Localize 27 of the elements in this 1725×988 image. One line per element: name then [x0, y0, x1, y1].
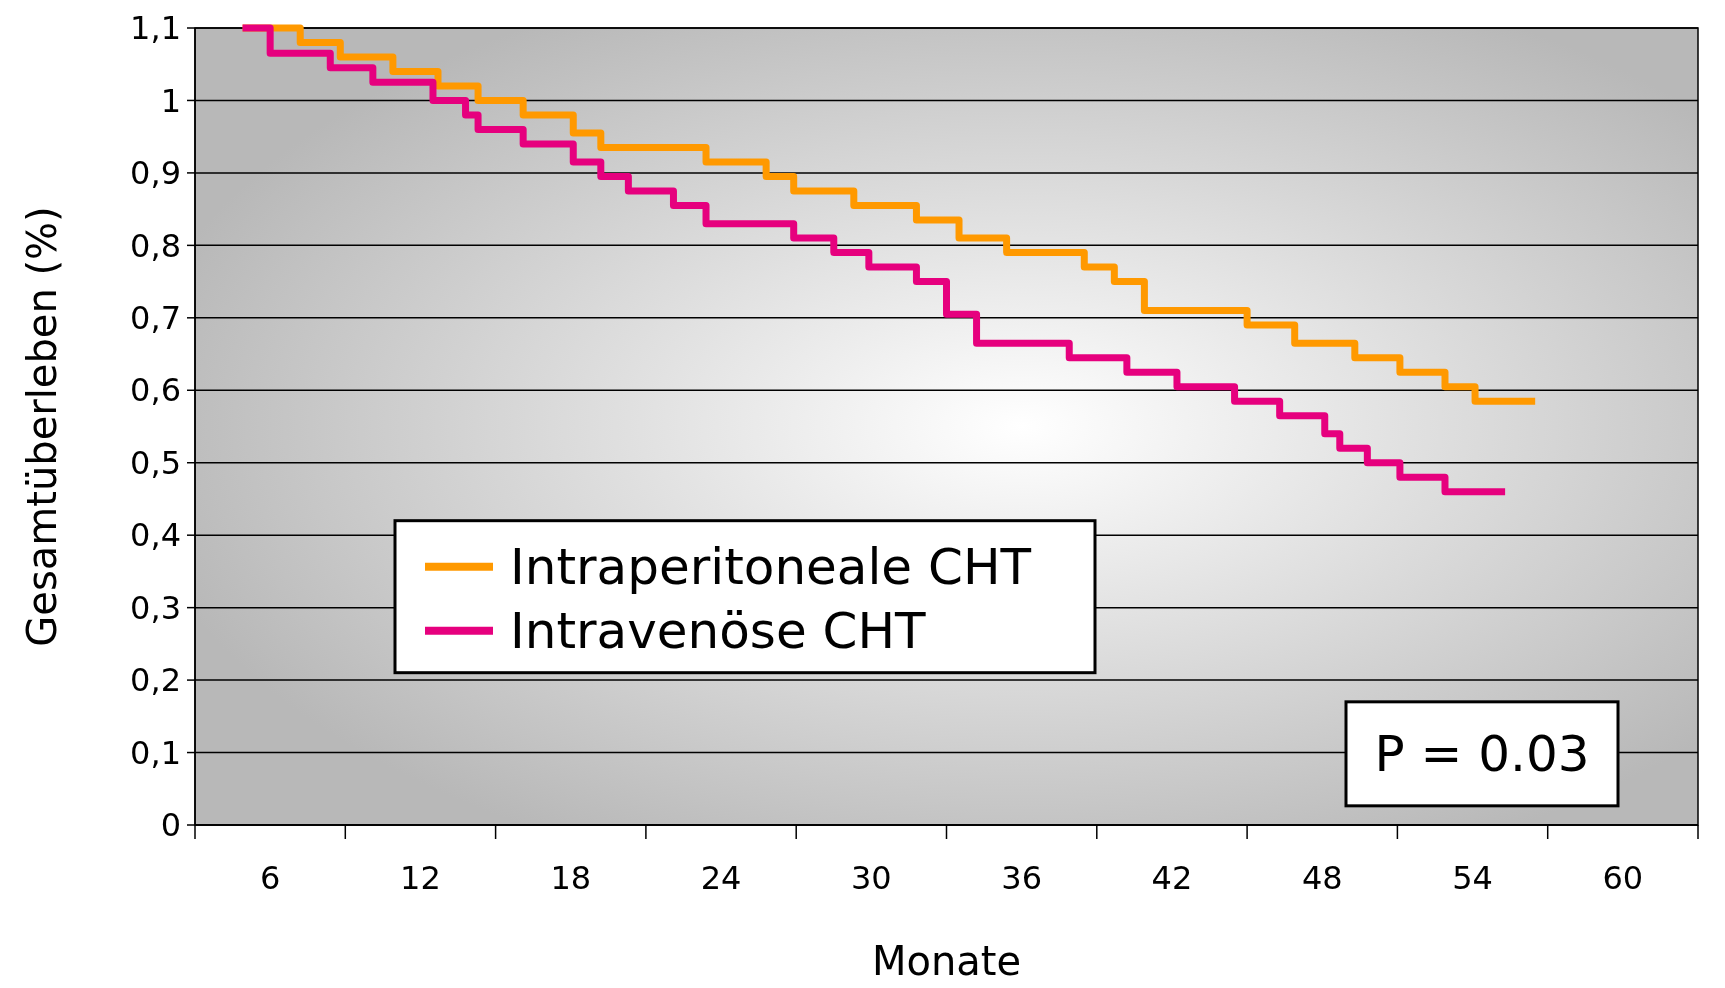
- y-tick-label: 0,5: [130, 443, 181, 482]
- x-tick-label: 42: [1151, 859, 1193, 897]
- x-tick-label: 48: [1301, 859, 1343, 897]
- y-tick-label: 0,4: [130, 516, 181, 555]
- y-tick-label: 0,2: [130, 661, 181, 700]
- y-tick-label: 0: [160, 806, 181, 845]
- x-tick-label: 6: [259, 859, 281, 897]
- legend-label: Intraperitoneale CHT: [510, 538, 1032, 597]
- legend-label: Intravenöse CHT: [510, 602, 927, 661]
- x-tick-label: 60: [1602, 859, 1644, 897]
- annotation: P = 0.03: [1374, 725, 1590, 784]
- x-tick-label: 18: [550, 859, 592, 897]
- x-tick-label: 54: [1452, 859, 1493, 897]
- x-axis-title: Monate: [871, 938, 1022, 984]
- y-tick-label: 0,3: [130, 588, 181, 627]
- y-axis-title: Gesamtüberleben (%): [19, 206, 65, 647]
- x-tick-label: 36: [1001, 859, 1043, 897]
- y-tick-label: 0,9: [130, 154, 181, 193]
- y-tick-label: 0,6: [130, 371, 181, 410]
- y-tick-label: 1,1: [130, 9, 181, 48]
- x-tick-label: 12: [400, 859, 441, 897]
- x-tick-label: 30: [850, 859, 892, 897]
- y-tick-label: 1: [160, 81, 181, 120]
- x-tick-label: 24: [700, 859, 742, 897]
- y-tick-label: 0,1: [130, 733, 181, 772]
- y-tick-label: 0,8: [130, 226, 181, 265]
- y-tick-label: 0,7: [130, 299, 181, 338]
